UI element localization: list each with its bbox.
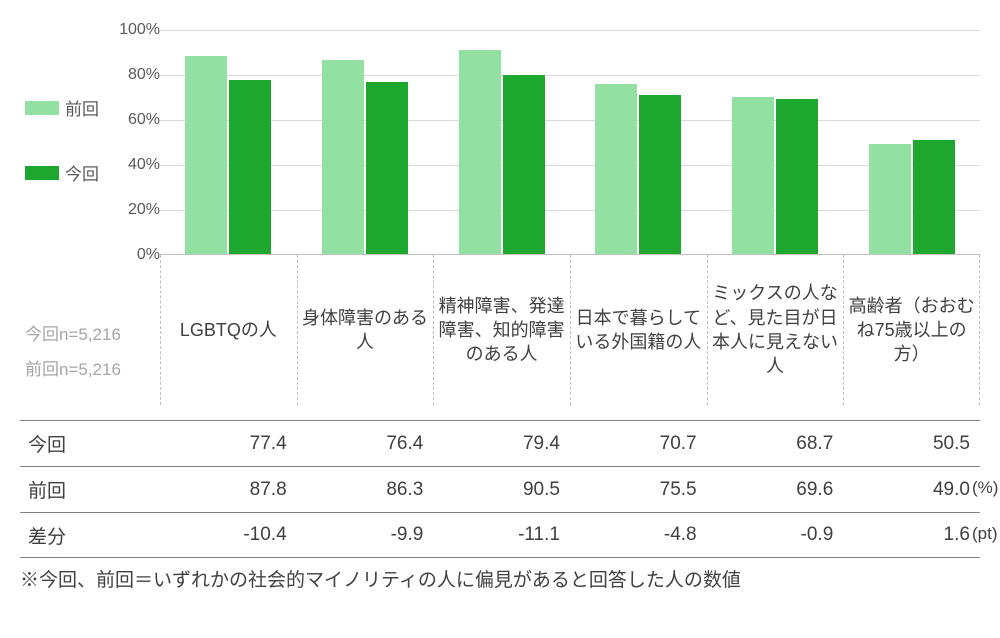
table-cell: 69.6: [707, 467, 844, 512]
bar-current: [366, 82, 408, 254]
table-row: 今回77.476.479.470.768.750.5: [20, 420, 980, 466]
gridline: [160, 30, 980, 31]
data-table: 今回77.476.479.470.768.750.5前回87.886.390.5…: [20, 420, 980, 558]
gridline: [160, 120, 980, 121]
table-row: 前回87.886.390.575.569.649.0: [20, 466, 980, 512]
table-cell: 75.5: [570, 467, 707, 512]
category-label: LGBTQの人: [160, 255, 297, 405]
bar-current: [229, 80, 271, 254]
bar-previous: [732, 97, 774, 254]
table-cell: 79.4: [433, 421, 570, 466]
gridline: [160, 210, 980, 211]
table-row-label: 差分: [20, 513, 160, 557]
bar-current: [776, 99, 818, 254]
legend-label: 今回: [65, 160, 99, 185]
chart-container: 0%20%40%60%80%100% 前回今回 今回n=5,216 前回n=5,…: [10, 10, 990, 628]
table-cell: 70.7: [570, 421, 707, 466]
sample-size-previous: 前回n=5,216: [25, 355, 121, 380]
table-cell: 77.4: [160, 421, 297, 466]
bar-previous: [322, 60, 364, 254]
table-cell: -11.1: [433, 513, 570, 557]
legend-item: 今回: [25, 160, 145, 185]
table-cell: -9.9: [297, 513, 434, 557]
table-cell: 49.0: [843, 467, 980, 512]
bar-previous: [185, 56, 227, 254]
gridline: [160, 75, 980, 76]
table-cell: -0.9: [707, 513, 844, 557]
table-cell: 86.3: [297, 467, 434, 512]
category-label: 精神障害、発達障害、知的障害のある人: [433, 255, 570, 405]
gridline: [160, 165, 980, 166]
category-label: 高齢者（おおむね75歳以上の方）: [843, 255, 980, 405]
table-cells: 77.476.479.470.768.750.5: [160, 421, 980, 466]
table-cell: 68.7: [707, 421, 844, 466]
table-cell: 1.6: [843, 513, 980, 557]
table-cell: -10.4: [160, 513, 297, 557]
sample-size-current: 今回n=5,216: [25, 320, 121, 345]
legend-swatch: [25, 101, 59, 115]
table-row: 差分-10.4-9.9-11.1-4.8-0.91.6: [20, 512, 980, 558]
chart-plot-area: [160, 30, 980, 255]
category-label: 身体障害のある人: [297, 255, 434, 405]
footnote: ※今回、前回＝いずれかの社会的マイノリティの人に偏見があると回答した人の数値: [20, 565, 741, 592]
table-cell: 50.5: [843, 421, 980, 466]
legend-label: 前回: [65, 95, 99, 120]
bar-previous: [869, 144, 911, 254]
bar-current: [503, 75, 545, 254]
bar-previous: [459, 50, 501, 254]
legend: 前回今回: [25, 95, 145, 225]
bar-current: [639, 95, 681, 254]
table-cell: 76.4: [297, 421, 434, 466]
y-tick-label: 0%: [105, 246, 160, 264]
category-separator: [570, 255, 571, 405]
table-cell: -4.8: [570, 513, 707, 557]
category-separator: [979, 255, 980, 405]
category-separator: [433, 255, 434, 405]
legend-swatch: [25, 166, 59, 180]
table-cell: 87.8: [160, 467, 297, 512]
table-row-unit: (pt): [972, 524, 998, 544]
category-separator: [707, 255, 708, 405]
table-row-label: 今回: [20, 421, 160, 466]
category-separator: [843, 255, 844, 405]
bar-previous: [595, 84, 637, 254]
table-cells: -10.4-9.9-11.1-4.8-0.91.6: [160, 513, 980, 557]
table-row-label: 前回: [20, 467, 160, 512]
category-label: ミックスの人など、見た目が日本人に見えない人: [707, 255, 844, 405]
bar-current: [913, 140, 955, 254]
category-label: 日本で暮らしている外国籍の人: [570, 255, 707, 405]
legend-item: 前回: [25, 95, 145, 120]
category-separator: [297, 255, 298, 405]
y-tick-label: 100%: [105, 21, 160, 39]
y-tick-label: 80%: [105, 66, 160, 84]
category-labels-row: LGBTQの人身体障害のある人精神障害、発達障害、知的障害のある人日本で暮らして…: [160, 255, 980, 405]
table-row-unit: (%): [972, 478, 998, 498]
table-cells: 87.886.390.575.569.649.0: [160, 467, 980, 512]
table-cell: 90.5: [433, 467, 570, 512]
category-separator: [160, 255, 161, 405]
